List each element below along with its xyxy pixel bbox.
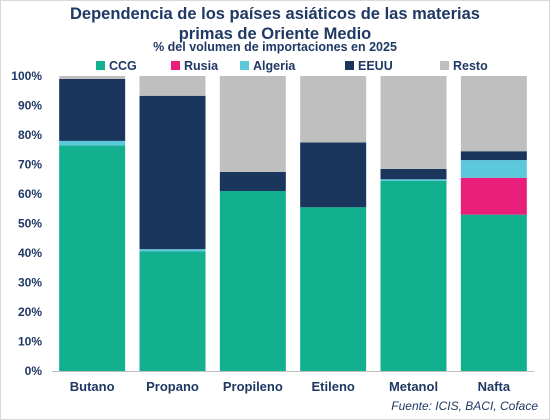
bar-propileno-resto bbox=[219, 76, 286, 172]
bar-metanol-resto bbox=[380, 76, 447, 169]
legend-label-ccg: CCG bbox=[109, 59, 137, 73]
chart-title-line-2: primas de Oriente Medio bbox=[178, 25, 372, 43]
y-tick-label: 70% bbox=[18, 158, 42, 172]
y-tick-label: 80% bbox=[18, 128, 42, 142]
x-tick-label-etileno: Etileno bbox=[311, 379, 354, 394]
legend-item-ccg: CCG bbox=[96, 59, 137, 73]
y-tick-label: 0% bbox=[25, 364, 43, 378]
bar-etileno-eeuu bbox=[300, 142, 367, 208]
bar-metanol-eeuu bbox=[380, 168, 447, 180]
bar-etileno-ccg bbox=[300, 207, 367, 371]
y-tick-label: 50% bbox=[18, 217, 42, 231]
legend-label-algeria: Algeria bbox=[253, 59, 296, 73]
chart-title: Dependencia de los países asiáticos de l… bbox=[0, 4, 550, 44]
x-tick-label-nafta: Nafta bbox=[478, 379, 511, 394]
bar-propano-ccg bbox=[139, 251, 206, 371]
bar-nafta-algeria bbox=[460, 160, 527, 178]
legend-swatch-ccg bbox=[96, 61, 105, 70]
legend-label-resto: Resto bbox=[453, 59, 488, 73]
legend-swatch-eeuu bbox=[345, 61, 354, 70]
x-tick-label-propano: Propano bbox=[146, 379, 199, 394]
legend-swatch-resto bbox=[440, 61, 449, 70]
bar-metanol-ccg bbox=[380, 180, 447, 371]
bar-group-nafta bbox=[460, 76, 527, 371]
y-tick-label: 40% bbox=[18, 246, 42, 260]
legend-item-resto: Resto bbox=[440, 59, 488, 73]
legend-item-algeria: Algeria bbox=[240, 59, 296, 73]
bar-group-propileno bbox=[219, 76, 286, 371]
y-tick-label: 20% bbox=[18, 305, 42, 319]
legend-swatch-algeria bbox=[240, 61, 249, 70]
bar-nafta-eeuu bbox=[460, 151, 527, 161]
bar-butano-resto bbox=[59, 76, 126, 79]
legend-swatch-rusia bbox=[171, 61, 180, 70]
bar-propano-eeuu bbox=[139, 95, 206, 250]
legend: CCG Rusia Algeria EEUU Resto bbox=[96, 59, 488, 73]
bar-propileno-eeuu bbox=[219, 171, 286, 192]
bar-butano-ccg bbox=[59, 145, 126, 371]
bar-group-propano bbox=[139, 76, 206, 371]
x-tick-label-butano: Butano bbox=[70, 379, 115, 394]
legend-label-eeuu: EEUU bbox=[358, 59, 393, 73]
bar-propano-algeria bbox=[139, 249, 206, 252]
bar-nafta-rusia bbox=[460, 177, 527, 215]
legend-item-eeuu: EEUU bbox=[345, 59, 393, 73]
source-note: Fuente: ICIS, BACI, Coface bbox=[391, 399, 538, 413]
x-tick-label-metanol: Metanol bbox=[389, 379, 438, 394]
y-tick-label: 10% bbox=[18, 335, 42, 349]
y-tick-label: 90% bbox=[18, 99, 42, 113]
legend-label-rusia: Rusia bbox=[184, 59, 219, 73]
y-tick-label: 100% bbox=[11, 69, 42, 83]
bar-nafta-resto bbox=[460, 76, 527, 152]
x-axis: Butano Propano Propileno Etileno Metanol Naft… bbox=[52, 371, 534, 394]
bar-butano-eeuu bbox=[59, 78, 126, 141]
chart-subtitle: % del volumen de importaciones en 2025 bbox=[153, 40, 397, 54]
y-tick-label: 60% bbox=[18, 187, 42, 201]
bar-nafta-ccg bbox=[460, 214, 527, 371]
bar-etileno-resto bbox=[300, 76, 367, 143]
bar-group-metanol bbox=[380, 76, 447, 371]
bar-butano-algeria bbox=[59, 140, 126, 146]
y-tick-label: 30% bbox=[18, 276, 42, 290]
bars bbox=[59, 76, 527, 371]
bar-propileno-ccg bbox=[219, 191, 286, 371]
bar-group-etileno bbox=[300, 76, 367, 371]
bar-propano-resto bbox=[139, 76, 206, 96]
chart-title-line-1: Dependencia de los países asiáticos de l… bbox=[70, 5, 480, 23]
legend-item-rusia: Rusia bbox=[171, 59, 219, 73]
bar-group-butano bbox=[59, 76, 126, 371]
bar-metanol-algeria bbox=[380, 179, 447, 181]
y-axis: 0% 10% 20% 30% 40% 50% 60% 70% 80% 90% 100% bbox=[11, 69, 42, 378]
x-tick-label-propileno: Propileno bbox=[223, 379, 283, 394]
